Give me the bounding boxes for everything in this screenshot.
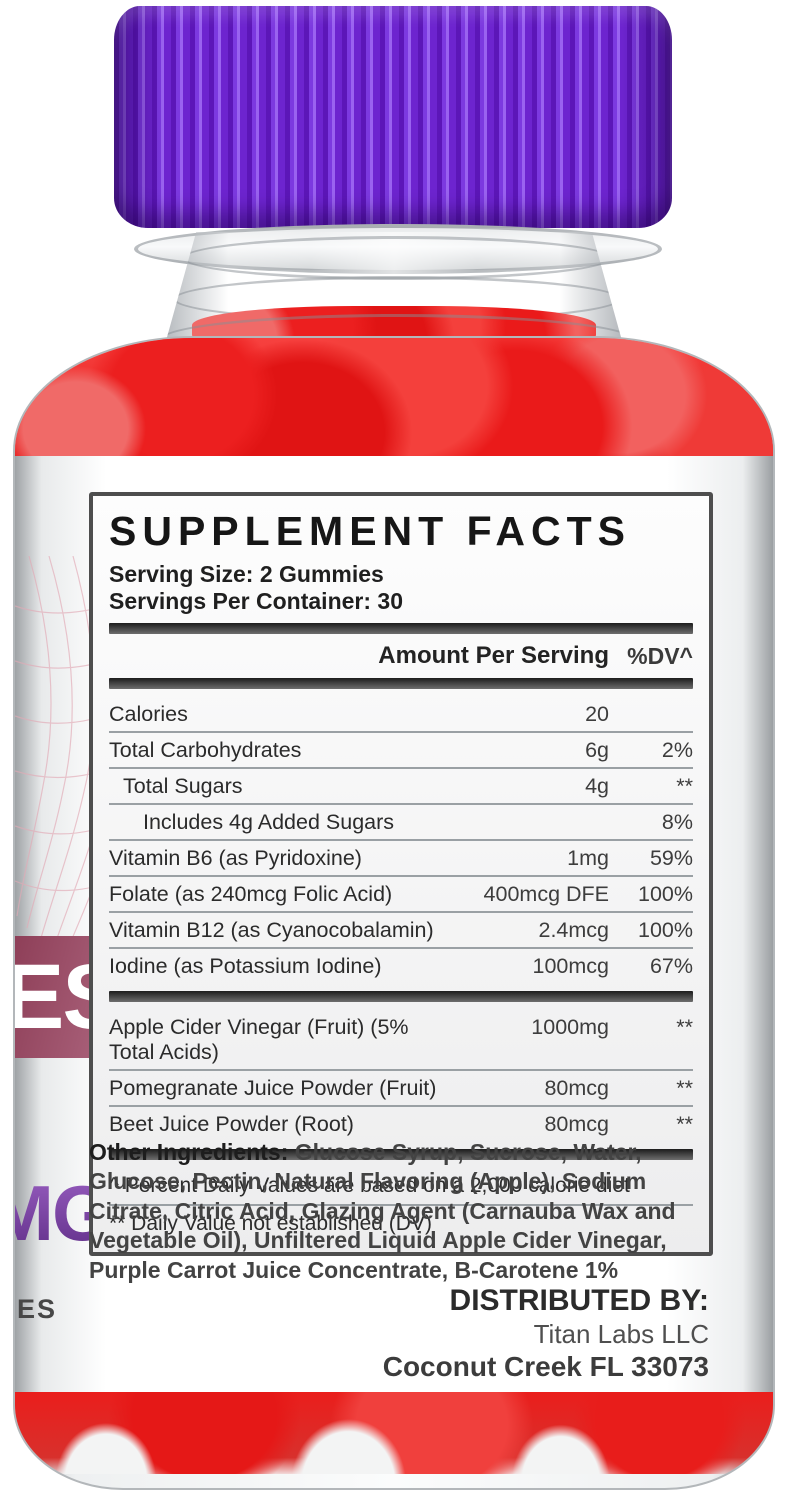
gummies-top — [15, 338, 773, 464]
neck-ring — [182, 236, 612, 280]
other-ingredients-text: Glucose Syrup, Sucrose, Water, Glucose, … — [89, 1139, 676, 1283]
facts-row: Apple Cider Vinegar (Fruit) (5% Total Ac… — [109, 1010, 693, 1072]
supplement-facts-title: SUPPLEMENT FACTS — [109, 508, 631, 554]
supplement-facts-panel: SUPPLEMENT FACTS Serving Size: 2 Gummies… — [89, 492, 713, 1257]
facts-row: Beet Juice Powder (Root) 80mcg ** — [109, 1112, 693, 1137]
separator-bar — [109, 678, 693, 690]
facts-row: Vitamin B12 (as Cyanocobalamin) 2.4mcg 100… — [109, 913, 693, 950]
facts-header-row: Amount Per Serving %DV^ — [109, 642, 693, 670]
distributor-address: Coconut Creek FL 33073 — [382, 1350, 709, 1382]
product-label: ES MG ES SUPPLEMENT FACTS Serving Size: … — [15, 456, 773, 1394]
separator-bar — [109, 991, 693, 1003]
other-ingredients: Other Ingredients: Glucose Syrup, Sucros… — [89, 1138, 713, 1285]
facts-row: Total Sugars 4g ** — [109, 769, 693, 806]
distributed-by-block: DISTRIBUTED BY: Titan Labs LLC Coconut C… — [383, 1284, 709, 1383]
distributed-by-heading: DISTRIBUTED BY: — [449, 1284, 709, 1317]
left-small-text: ES — [17, 1294, 58, 1324]
gummies-bottom — [15, 1392, 773, 1474]
separator-bar — [109, 1149, 693, 1161]
facts-rows: Calories 20 Total Carbohydrates 6g 2% Total S… — [109, 697, 693, 1141]
column-header-dv: %DV^ — [627, 643, 693, 670]
separator-bar — [109, 623, 693, 635]
facts-row: Iodine (as Potassium Iodine) 100mcg 67% — [109, 954, 693, 979]
neck-ring — [164, 314, 624, 348]
bottle-neck — [164, 232, 624, 348]
footnote-daily-values: ^ Percent Daily Values are based on a 2,… — [109, 1174, 630, 1198]
serving-size: Serving Size: 2 Gummies — [109, 561, 384, 587]
facts-row: Pomegranate Juice Powder (Fruit) 80mcg ** — [109, 1071, 693, 1108]
facts-row: Includes 4g Added Sugars 8% — [109, 805, 693, 842]
left-band-text: ES — [15, 936, 91, 1058]
facts-row: Folate (as 240mcg Folic Acid) 400mcg DFE 1… — [109, 877, 693, 914]
column-header-amount: Amount Per Serving — [378, 642, 609, 670]
footnote-dv-not-established: ** Daily Value not established (DV) — [109, 1204, 693, 1242]
left-accent-band: ES — [15, 936, 91, 1058]
bottle-body: ES MG ES SUPPLEMENT FACTS Serving Size: … — [13, 336, 775, 1490]
facts-row: Total Carbohydrates 6g 2% — [109, 733, 693, 770]
other-ingredients-label: Other Ingredients: — [89, 1139, 289, 1165]
bottle-cap — [114, 6, 672, 228]
facts-row: Calories 20 — [109, 697, 693, 734]
servings-per-container: Servings Per Container: 30 — [109, 588, 403, 615]
facts-row: Vitamin B6 (as Pyridoxine) 1mg 59% — [109, 841, 693, 878]
distributor-name: Titan Labs LLC — [533, 1318, 709, 1349]
